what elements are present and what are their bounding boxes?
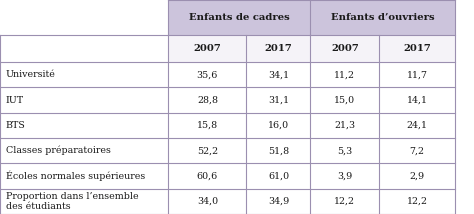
- Bar: [0, 138, 455, 163]
- Bar: [0, 87, 455, 113]
- Bar: [0, 113, 455, 138]
- Bar: [168, 35, 455, 62]
- Text: 60,6: 60,6: [197, 171, 218, 181]
- Text: Écoles normales supérieures: Écoles normales supérieures: [6, 171, 145, 181]
- Text: Enfants de cadres: Enfants de cadres: [189, 13, 290, 22]
- Text: 2,9: 2,9: [410, 171, 425, 181]
- Text: Proportion dans l’ensemble
des étudiants: Proportion dans l’ensemble des étudiants: [6, 192, 138, 211]
- Text: 2007: 2007: [331, 44, 359, 53]
- Text: 5,3: 5,3: [337, 146, 353, 155]
- Bar: [0, 189, 455, 214]
- Text: 31,1: 31,1: [268, 95, 289, 105]
- Text: 15,8: 15,8: [197, 121, 218, 130]
- Text: BTS: BTS: [6, 121, 26, 130]
- Text: 12,2: 12,2: [334, 197, 356, 206]
- Text: 35,6: 35,6: [197, 70, 218, 79]
- Text: 34,0: 34,0: [197, 197, 218, 206]
- Text: 11,7: 11,7: [407, 70, 428, 79]
- Text: IUT: IUT: [6, 95, 24, 105]
- Text: 28,8: 28,8: [197, 95, 218, 105]
- Text: 16,0: 16,0: [268, 121, 289, 130]
- Text: 11,2: 11,2: [334, 70, 356, 79]
- Text: 15,0: 15,0: [334, 95, 356, 105]
- Text: Classes préparatoires: Classes préparatoires: [6, 146, 110, 155]
- Text: 52,2: 52,2: [197, 146, 218, 155]
- Text: 2017: 2017: [264, 44, 292, 53]
- Text: 51,8: 51,8: [268, 146, 289, 155]
- Bar: [168, 0, 455, 35]
- Text: Université: Université: [6, 70, 55, 79]
- Text: 12,2: 12,2: [407, 197, 428, 206]
- Text: 24,1: 24,1: [407, 121, 428, 130]
- Text: 34,1: 34,1: [268, 70, 289, 79]
- Text: 2017: 2017: [403, 44, 431, 53]
- Text: 2007: 2007: [193, 44, 221, 53]
- Text: 61,0: 61,0: [268, 171, 289, 181]
- Text: 34,9: 34,9: [268, 197, 289, 206]
- Bar: [0, 62, 455, 87]
- Text: Enfants d’ouvriers: Enfants d’ouvriers: [331, 13, 435, 22]
- Text: 7,2: 7,2: [410, 146, 425, 155]
- Text: 21,3: 21,3: [334, 121, 356, 130]
- Text: 14,1: 14,1: [407, 95, 428, 105]
- Text: 3,9: 3,9: [337, 171, 353, 181]
- Bar: [0, 163, 455, 189]
